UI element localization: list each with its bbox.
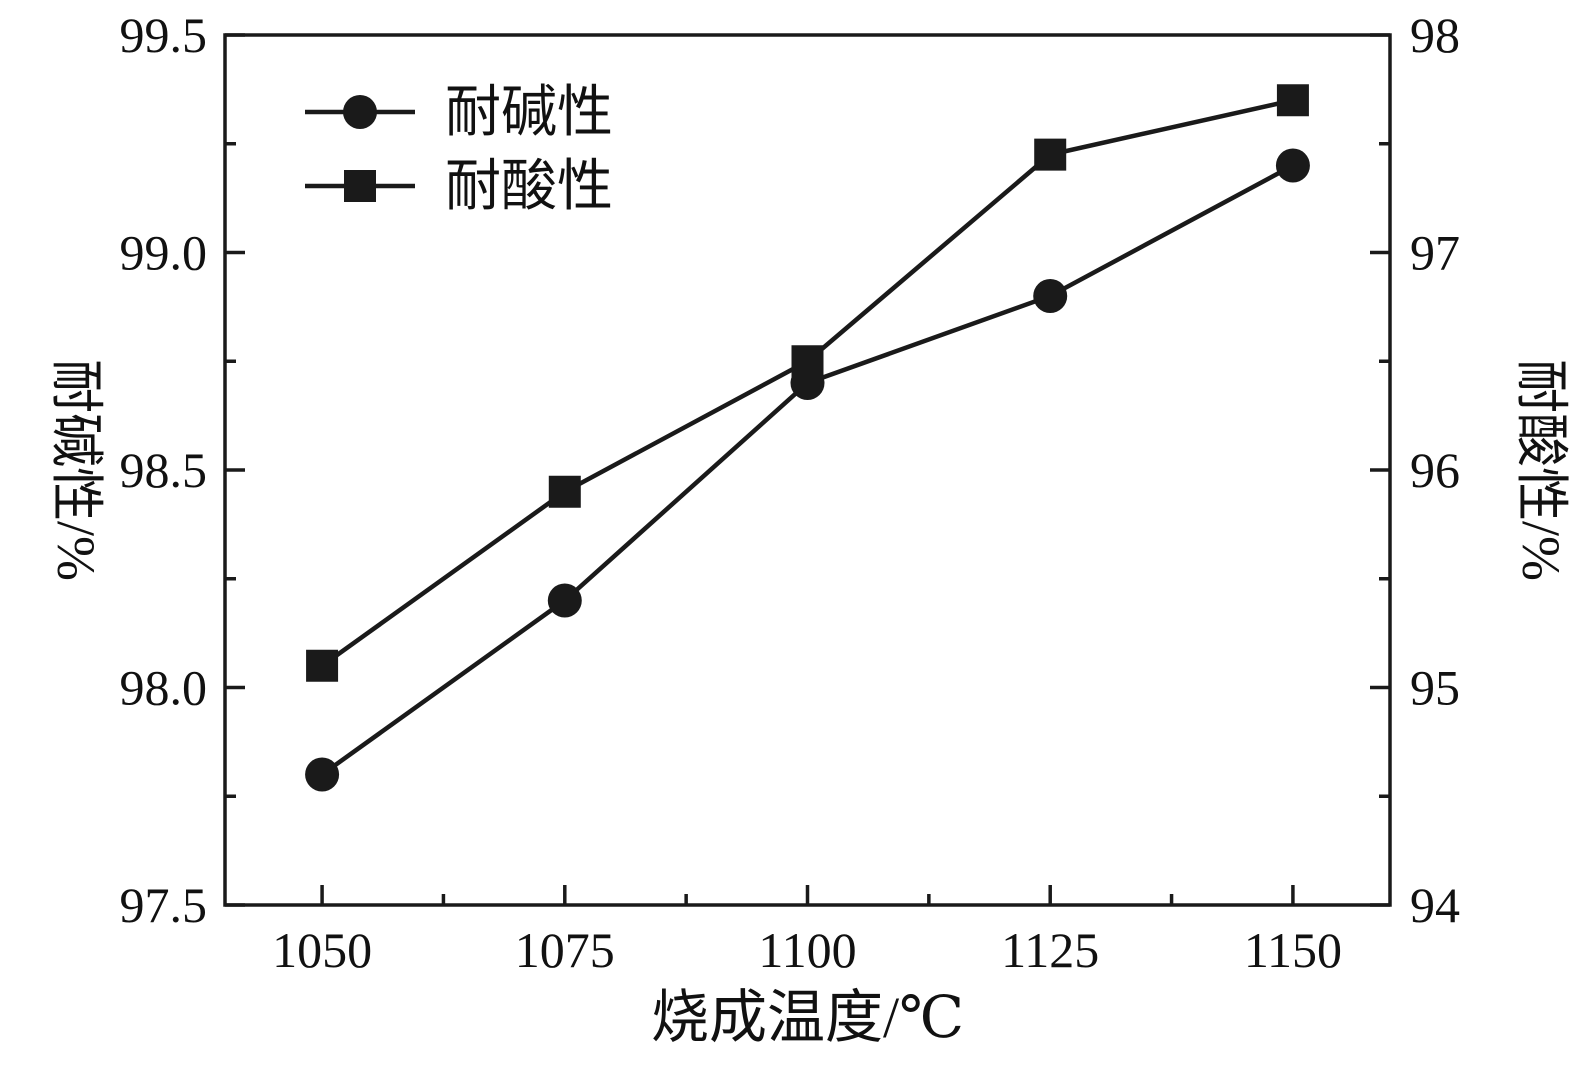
legend-label-0: 耐碱性: [445, 82, 613, 144]
legend-label-1: 耐酸性: [445, 156, 613, 218]
y-right-tick-label: 96: [1410, 442, 1460, 498]
legend-marker-0: [343, 95, 377, 129]
y-left-tick-label: 99.0: [120, 225, 208, 281]
y-axis-right-title: 耐酸性/%: [1511, 359, 1571, 581]
y-left-tick-label: 99.5: [120, 7, 208, 63]
series-1-marker: [306, 649, 339, 682]
y-left-tick-label: 97.5: [120, 877, 208, 933]
x-tick-label: 1125: [1001, 922, 1099, 978]
series-0-marker: [305, 757, 340, 792]
series-1-marker: [1276, 84, 1309, 117]
x-axis-title: 烧成温度/℃: [651, 985, 964, 1050]
plot-frame: [223, 33, 1392, 907]
x-tick-label: 1075: [515, 922, 615, 978]
y-right-tick-label: 98: [1410, 7, 1460, 63]
x-tick-label: 1100: [758, 922, 856, 978]
x-tick-label: 1150: [1244, 922, 1342, 978]
y-axis-left-title: 耐碱性/%: [46, 359, 106, 581]
x-tick-label: 1050: [272, 922, 372, 978]
y-right-tick-label: 95: [1410, 660, 1460, 716]
y-left-tick-label: 98.0: [120, 660, 208, 716]
series-1-marker: [1034, 138, 1067, 171]
y-right-tick-label: 97: [1410, 225, 1460, 281]
legend-marker-1: [344, 170, 376, 202]
series-1-marker: [791, 345, 824, 378]
series-0-marker: [1275, 148, 1310, 183]
series-1-marker: [548, 475, 581, 508]
y-left-tick-label: 98.5: [120, 442, 208, 498]
series-0-marker: [1033, 279, 1068, 313]
series-0-marker: [547, 583, 582, 618]
y-right-tick-label: 94: [1410, 877, 1460, 933]
